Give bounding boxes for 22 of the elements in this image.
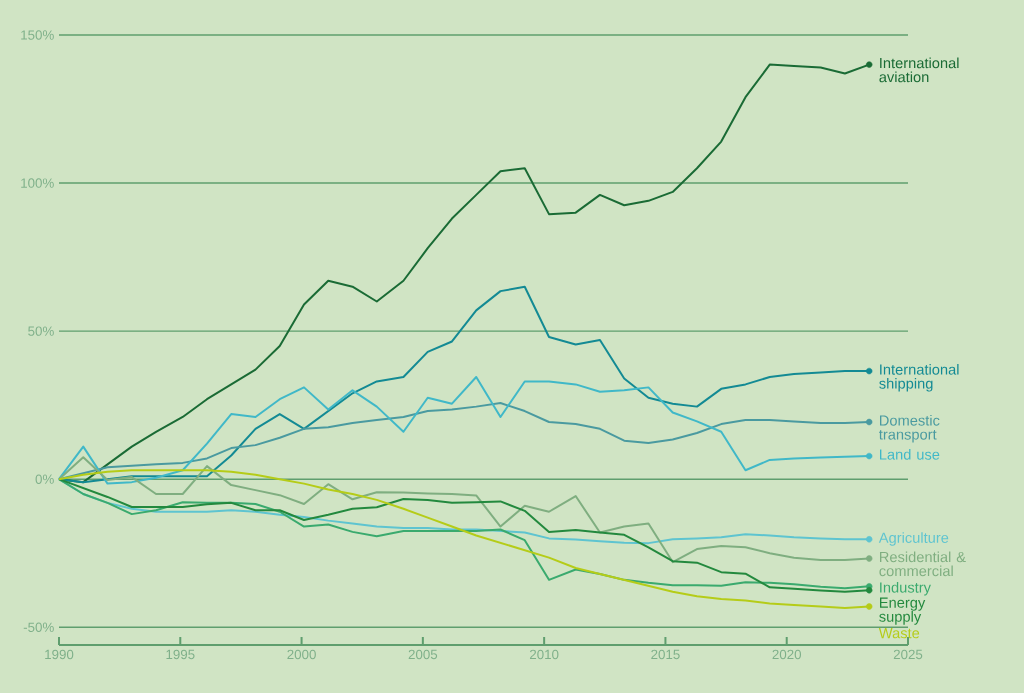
x-tick-label: 1990 [45, 649, 74, 660]
series-label: Waste [878, 628, 920, 639]
series-label: Energy supply [879, 597, 926, 625]
y-tick-label: -50% [23, 622, 54, 632]
y-tick-label: 150% [21, 30, 54, 40]
series-label: Domestic transport [879, 414, 940, 443]
series-label: International shipping [879, 363, 959, 392]
series-label: Land use [880, 448, 940, 460]
series-label: Residential & commercial [879, 551, 966, 577]
x-tick-label: 2000 [287, 649, 316, 660]
x-tick-label: 2005 [408, 649, 438, 660]
series-label: International aviation [879, 57, 959, 83]
y-tick-label: 0% [35, 474, 54, 484]
x-tick-label: 2020 [772, 649, 802, 660]
series-label: Industry [880, 581, 931, 596]
x-tick-label: 2010 [529, 649, 559, 660]
y-tick-label: 50% [28, 326, 54, 336]
x-tick-label: 2025 [893, 649, 923, 660]
x-tick-label: 1995 [166, 649, 195, 660]
y-tick-label: 100% [21, 178, 54, 188]
series-label: Agriculture [878, 532, 949, 546]
x-tick-label: 2015 [651, 649, 680, 660]
